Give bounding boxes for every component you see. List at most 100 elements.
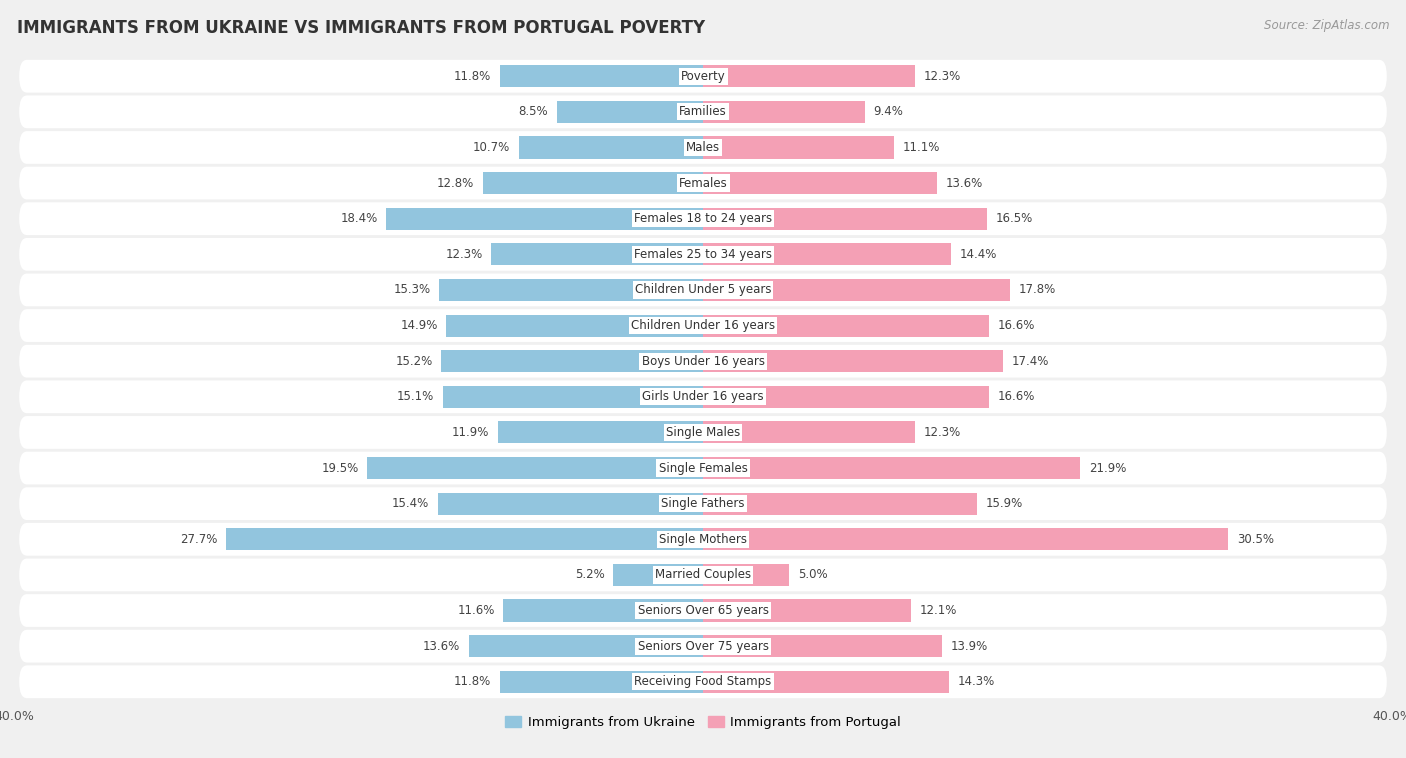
Bar bbox=[703, 564, 789, 586]
Text: Families: Families bbox=[679, 105, 727, 118]
Bar bbox=[446, 315, 703, 337]
Text: Children Under 5 years: Children Under 5 years bbox=[634, 283, 772, 296]
FancyBboxPatch shape bbox=[20, 666, 1386, 698]
Bar bbox=[703, 101, 865, 123]
FancyBboxPatch shape bbox=[20, 60, 1386, 92]
Bar bbox=[703, 172, 938, 194]
Bar bbox=[503, 600, 703, 622]
FancyBboxPatch shape bbox=[20, 167, 1386, 199]
FancyBboxPatch shape bbox=[20, 559, 1386, 591]
Text: 11.1%: 11.1% bbox=[903, 141, 941, 154]
FancyBboxPatch shape bbox=[20, 416, 1386, 449]
Bar bbox=[482, 172, 703, 194]
Text: Single Females: Single Females bbox=[658, 462, 748, 475]
Text: 12.1%: 12.1% bbox=[920, 604, 957, 617]
FancyBboxPatch shape bbox=[20, 309, 1386, 342]
Text: Seniors Over 75 years: Seniors Over 75 years bbox=[637, 640, 769, 653]
Bar bbox=[703, 528, 1229, 550]
Bar bbox=[703, 457, 1080, 479]
Bar bbox=[703, 600, 911, 622]
Text: Receiving Food Stamps: Receiving Food Stamps bbox=[634, 675, 772, 688]
Text: 13.6%: 13.6% bbox=[946, 177, 983, 190]
FancyBboxPatch shape bbox=[20, 523, 1386, 556]
Text: Girls Under 16 years: Girls Under 16 years bbox=[643, 390, 763, 403]
Text: Single Males: Single Males bbox=[666, 426, 740, 439]
Text: 30.5%: 30.5% bbox=[1237, 533, 1274, 546]
Bar bbox=[226, 528, 703, 550]
Bar bbox=[387, 208, 703, 230]
FancyBboxPatch shape bbox=[20, 238, 1386, 271]
Text: Single Fathers: Single Fathers bbox=[661, 497, 745, 510]
Text: 14.3%: 14.3% bbox=[957, 675, 995, 688]
Text: 12.3%: 12.3% bbox=[924, 426, 960, 439]
Bar bbox=[703, 243, 950, 265]
FancyBboxPatch shape bbox=[20, 381, 1386, 413]
Text: 13.9%: 13.9% bbox=[950, 640, 988, 653]
Bar bbox=[703, 386, 988, 408]
Text: Poverty: Poverty bbox=[681, 70, 725, 83]
FancyBboxPatch shape bbox=[20, 202, 1386, 235]
Text: 27.7%: 27.7% bbox=[180, 533, 218, 546]
Text: 12.8%: 12.8% bbox=[437, 177, 474, 190]
Bar bbox=[703, 635, 942, 657]
Bar bbox=[703, 65, 915, 87]
Text: Boys Under 16 years: Boys Under 16 years bbox=[641, 355, 765, 368]
Bar bbox=[703, 208, 987, 230]
Text: 16.5%: 16.5% bbox=[995, 212, 1033, 225]
FancyBboxPatch shape bbox=[20, 452, 1386, 484]
Text: 16.6%: 16.6% bbox=[997, 319, 1035, 332]
FancyBboxPatch shape bbox=[20, 487, 1386, 520]
Text: 17.4%: 17.4% bbox=[1011, 355, 1049, 368]
FancyBboxPatch shape bbox=[20, 345, 1386, 377]
FancyBboxPatch shape bbox=[20, 630, 1386, 662]
Bar bbox=[703, 136, 894, 158]
Text: Married Couples: Married Couples bbox=[655, 568, 751, 581]
Text: Males: Males bbox=[686, 141, 720, 154]
FancyBboxPatch shape bbox=[20, 96, 1386, 128]
Text: 12.3%: 12.3% bbox=[446, 248, 482, 261]
Text: 19.5%: 19.5% bbox=[322, 462, 359, 475]
Bar bbox=[703, 671, 949, 693]
Text: 5.2%: 5.2% bbox=[575, 568, 605, 581]
Text: Children Under 16 years: Children Under 16 years bbox=[631, 319, 775, 332]
Bar bbox=[441, 350, 703, 372]
Bar bbox=[703, 315, 988, 337]
Bar bbox=[703, 493, 977, 515]
Bar bbox=[437, 493, 703, 515]
Text: 14.9%: 14.9% bbox=[401, 319, 437, 332]
Text: 12.3%: 12.3% bbox=[924, 70, 960, 83]
Text: Seniors Over 65 years: Seniors Over 65 years bbox=[637, 604, 769, 617]
Bar bbox=[557, 101, 703, 123]
Text: 21.9%: 21.9% bbox=[1088, 462, 1126, 475]
Text: Females 25 to 34 years: Females 25 to 34 years bbox=[634, 248, 772, 261]
Text: 11.6%: 11.6% bbox=[457, 604, 495, 617]
Text: 8.5%: 8.5% bbox=[519, 105, 548, 118]
Text: 15.1%: 15.1% bbox=[396, 390, 434, 403]
FancyBboxPatch shape bbox=[20, 131, 1386, 164]
Bar bbox=[703, 350, 1002, 372]
Bar bbox=[367, 457, 703, 479]
Text: 17.8%: 17.8% bbox=[1018, 283, 1056, 296]
Bar bbox=[498, 421, 703, 443]
Bar bbox=[703, 279, 1010, 301]
Text: 5.0%: 5.0% bbox=[797, 568, 827, 581]
Bar bbox=[499, 671, 703, 693]
Bar bbox=[703, 421, 915, 443]
Bar bbox=[519, 136, 703, 158]
Bar bbox=[613, 564, 703, 586]
Bar bbox=[443, 386, 703, 408]
Legend: Immigrants from Ukraine, Immigrants from Portugal: Immigrants from Ukraine, Immigrants from… bbox=[499, 710, 907, 735]
Text: 15.4%: 15.4% bbox=[392, 497, 429, 510]
Bar bbox=[491, 243, 703, 265]
FancyBboxPatch shape bbox=[20, 594, 1386, 627]
Text: 10.7%: 10.7% bbox=[472, 141, 510, 154]
Text: 15.3%: 15.3% bbox=[394, 283, 430, 296]
Text: 11.8%: 11.8% bbox=[454, 675, 491, 688]
Text: Females 18 to 24 years: Females 18 to 24 years bbox=[634, 212, 772, 225]
Bar bbox=[499, 65, 703, 87]
Text: 15.9%: 15.9% bbox=[986, 497, 1022, 510]
Bar bbox=[440, 279, 703, 301]
Text: 16.6%: 16.6% bbox=[997, 390, 1035, 403]
Bar bbox=[468, 635, 703, 657]
Text: Single Mothers: Single Mothers bbox=[659, 533, 747, 546]
